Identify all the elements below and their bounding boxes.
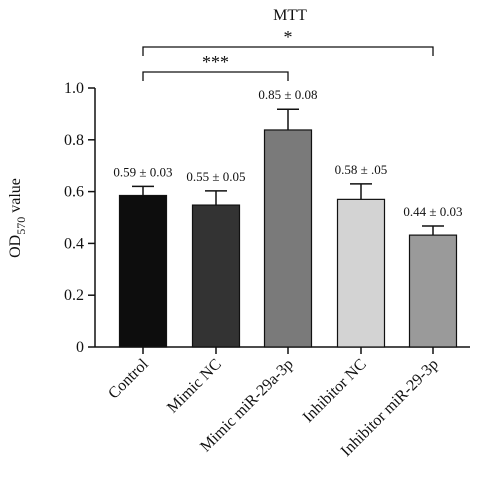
y-tick-label: 0 — [76, 339, 84, 356]
error-bars — [132, 108, 444, 236]
y-tick-label: 0.2 — [64, 287, 84, 304]
y-axis-label: OD570 value — [7, 178, 28, 258]
bar — [263, 129, 313, 348]
bar — [408, 234, 458, 348]
x-tick-label: Mimic NC — [164, 356, 225, 417]
bars — [118, 129, 458, 348]
significance-bracket — [142, 46, 434, 56]
data-label: 0.55 ± 0.05 — [186, 169, 245, 184]
significance-bracket — [142, 71, 289, 81]
y-tick-label: 0.4 — [64, 235, 84, 252]
data-labels: 0.59 ± 0.03 0.55 ± 0.05 0.85 ± 0.08 0.58 ± … — [113, 87, 462, 219]
y-tick-label: 0.6 — [64, 184, 84, 201]
x-tick-label: Inhibitor NC — [300, 356, 370, 426]
data-label: 0.59 ± 0.03 — [113, 164, 172, 179]
data-label: 0.44 ± 0.03 — [403, 204, 462, 219]
data-label: 0.85 ± 0.08 — [258, 87, 317, 102]
significance-label: * — [284, 27, 293, 47]
chart-title: MTT — [273, 7, 307, 24]
y-tick-label: 1.0 — [64, 80, 84, 97]
significance-label: *** — [202, 52, 229, 72]
x-tick-label: Control — [105, 355, 152, 402]
y-tick-label: 0.8 — [64, 132, 84, 149]
bar — [118, 194, 168, 348]
bar — [191, 204, 241, 348]
significance-brackets: **** — [142, 27, 434, 81]
data-label: 0.58 ± .05 — [335, 162, 388, 177]
bar — [336, 198, 386, 348]
